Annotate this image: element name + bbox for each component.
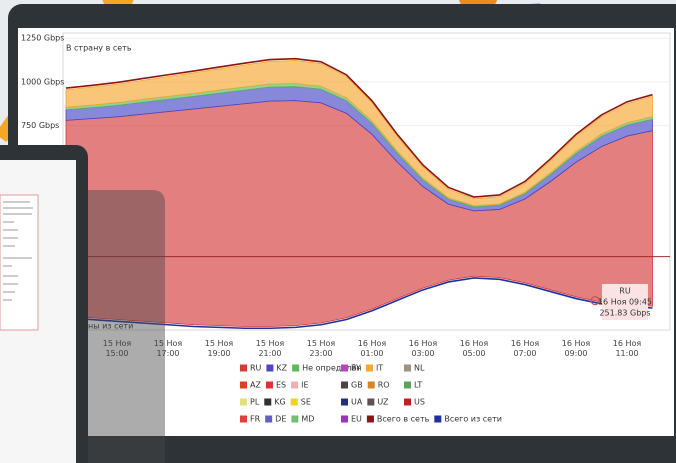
legend-swatch xyxy=(366,365,373,372)
legend-label: LT xyxy=(414,381,422,390)
x-tick-label: 16 Ноя 09:00 xyxy=(551,339,601,359)
legend-label: UZ xyxy=(377,398,389,407)
legend-label: KG xyxy=(274,398,285,407)
tooltip-time: 16 Ноя 09:45 xyxy=(598,298,652,307)
x-tick-label: 15 Ноя 15:00 xyxy=(92,339,142,359)
legend-label: DE xyxy=(275,415,286,424)
legend-label: KZ xyxy=(276,364,287,373)
legend-swatch xyxy=(291,399,298,406)
legend-swatch xyxy=(404,399,411,406)
x-tick-label: 15 Ноя 21:00 xyxy=(245,339,295,359)
legend-label: IE xyxy=(301,381,308,390)
x-tick-label: 15 Ноя 17:00 xyxy=(143,339,193,359)
legend-swatch xyxy=(404,382,411,389)
legend-swatch xyxy=(367,399,374,406)
y-tick-label: 1000 Gbps xyxy=(21,77,64,86)
legend-label: US xyxy=(414,398,425,407)
legend-swatch xyxy=(341,416,348,423)
legend-label: EU xyxy=(351,415,362,424)
legend-swatch xyxy=(240,382,247,389)
legend-label: GB xyxy=(351,381,363,390)
legend-swatch xyxy=(404,365,411,372)
legend-swatch xyxy=(240,365,247,372)
tooltip-value: 251.83 Gbps xyxy=(599,309,650,318)
chart: 1250 Gbps 1000 Gbps 750 Gbps В страну в се… xyxy=(0,0,676,463)
legend-swatch xyxy=(434,416,441,423)
legend-label: BY xyxy=(351,364,361,373)
tooltip-name: RU xyxy=(619,287,631,296)
panel-box xyxy=(0,195,38,330)
legend-label: PL xyxy=(250,398,260,407)
legend-swatch xyxy=(240,399,247,406)
legend-swatch xyxy=(266,365,273,372)
legend-swatch xyxy=(341,365,348,372)
legend-swatch xyxy=(264,399,271,406)
legend-swatch xyxy=(341,382,348,389)
legend-swatch xyxy=(266,382,273,389)
legend-label: ES xyxy=(276,381,286,390)
legend-swatch xyxy=(367,416,374,423)
legend-label: IT xyxy=(376,364,383,373)
legend-label: UA xyxy=(351,398,363,407)
legend-swatch xyxy=(291,416,298,423)
legend-label: RU xyxy=(250,364,262,373)
y-tick-label: 750 Gbps xyxy=(21,121,59,130)
legend-swatch xyxy=(240,416,247,423)
legend-swatch xyxy=(265,416,272,423)
legend-label: AZ xyxy=(250,381,261,390)
legend-label: FR xyxy=(250,415,261,424)
legend-label: Всего из сети xyxy=(444,415,502,424)
screenshot: 1250 Gbps 1000 Gbps 750 Gbps В страну в се… xyxy=(0,0,676,463)
legend-label: NL xyxy=(414,364,425,373)
x-tick-label: 16 Ноя 11:00 xyxy=(602,339,652,359)
legend-label: Всего в сеть xyxy=(377,415,430,424)
x-tick-label: 15 Ноя 19:00 xyxy=(194,339,244,359)
legend-label: RO xyxy=(378,381,390,390)
legend-swatch xyxy=(341,399,348,406)
legend-swatch xyxy=(291,382,298,389)
x-tick-label: 16 Ноя 07:00 xyxy=(500,339,550,359)
y-tick-label: 1250 Gbps xyxy=(21,34,64,43)
legend-label: MD xyxy=(301,415,314,424)
legend-swatch xyxy=(368,382,375,389)
legend-swatch xyxy=(292,365,299,372)
overlay-shadow xyxy=(88,190,165,463)
legend-label: SE xyxy=(301,398,311,407)
x-tick-label: 16 Ноя 01:00 xyxy=(347,339,397,359)
x-tick-label: 15 Ноя 23:00 xyxy=(296,339,346,359)
x-tick-label: 16 Ноя 03:00 xyxy=(398,339,448,359)
chart-title: В страну в сеть xyxy=(66,44,132,53)
x-tick-label: 16 Ноя 05:00 xyxy=(449,339,499,359)
